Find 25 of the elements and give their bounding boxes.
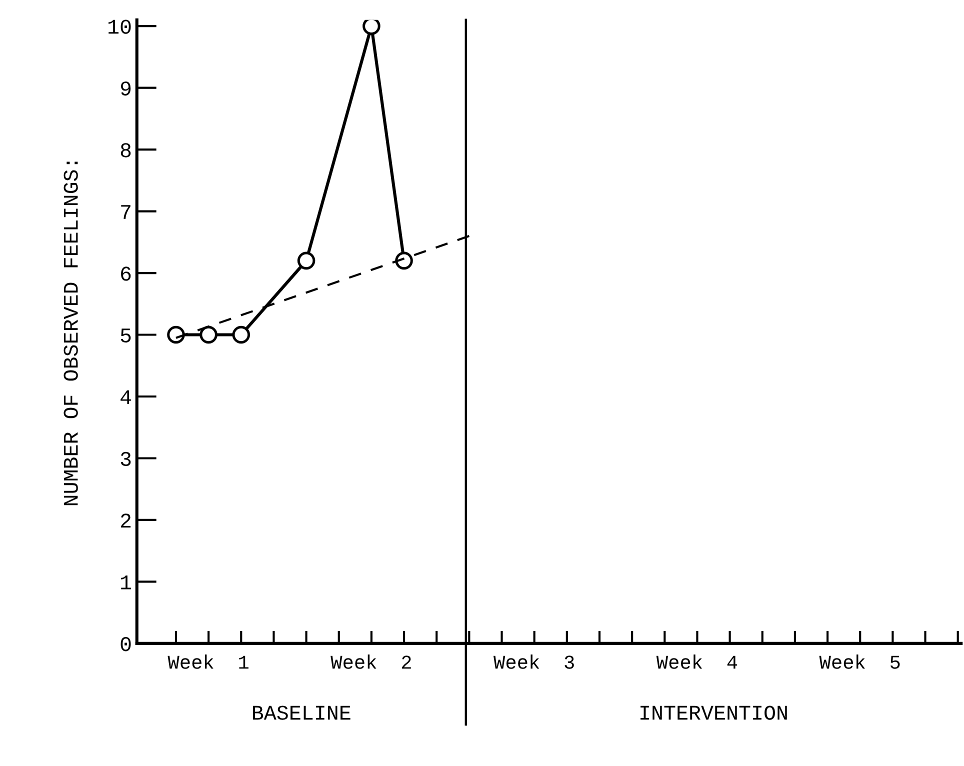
point [232, 326, 250, 344]
point [395, 252, 413, 270]
text: INTERVENTION [640, 706, 787, 720]
y-tick-label: 4 [120, 390, 131, 404]
y-tick-label: 8 [120, 143, 131, 158]
y-tick-label: 3 [120, 452, 131, 466]
text: BASELINE [253, 706, 350, 720]
x-tick-label: Week 4 [656, 654, 738, 669]
y-tick-label: 2 [120, 514, 131, 528]
y-tick-label: 10 [108, 20, 131, 34]
y-tick-label: 5 [120, 328, 131, 343]
point [200, 326, 218, 344]
y-tick-label: 6 [121, 266, 131, 281]
point [362, 20, 380, 35]
x-tick-label: Week 5 [819, 654, 900, 669]
y-tick-label: 7 [121, 205, 130, 219]
x-tick-label: Week 2 [330, 654, 411, 669]
y-tick-label: 0 [120, 637, 131, 652]
x-tick-label: Week 1 [168, 654, 248, 669]
x-tick-label: Week 3 [493, 654, 574, 669]
point [297, 252, 316, 270]
y-tick-label: 9 [120, 81, 131, 96]
y-axis-title: NUMBER OF OBSERVED FEELINGS: [64, 162, 78, 506]
y-tick-label: 1 [121, 576, 132, 590]
point [167, 326, 185, 344]
